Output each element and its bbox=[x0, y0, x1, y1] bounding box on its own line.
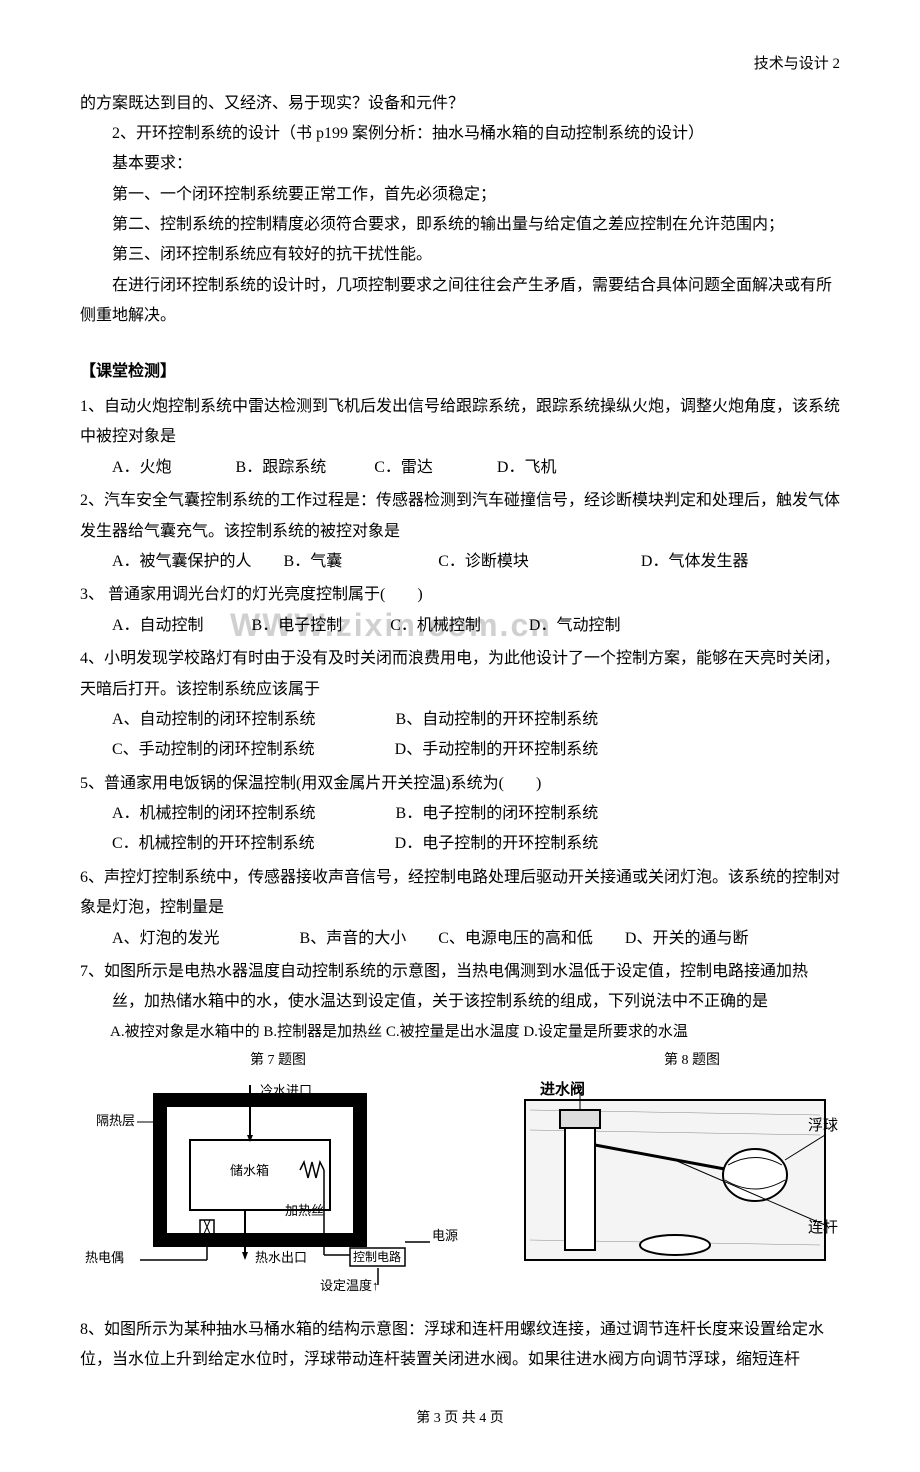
figure-7-water-heater-diagram: 隔热层 冷水进口 储水箱 加热丝 热电偶 热水出口 控制电路 电源 设定温度↑ bbox=[80, 1080, 460, 1300]
q2-stem: 2、汽车安全气囊控制系统的工作过程是：传感器检测到汽车碰撞信号，经诊断模块判定和… bbox=[80, 486, 840, 547]
fig8-label-rod: 连杆 bbox=[808, 1219, 838, 1236]
fig7-label-power: 电源 bbox=[432, 1228, 458, 1243]
q2-options: A．被气囊保护的人 B．气囊 C．诊断模块 D．气体发生器 bbox=[80, 547, 840, 577]
q5-stem: 5、普通家用电饭锅的保温控制(用双金属片开关控温)系统为( ) bbox=[80, 769, 840, 799]
q4-options-row1: A、自动控制的闭环控制系统 B、自动控制的开环控制系统 bbox=[80, 705, 840, 735]
fig7-label-thermocouple: 热电偶 bbox=[85, 1250, 124, 1265]
fig7-label-tank: 储水箱 bbox=[230, 1163, 269, 1178]
q7-stem-line2: 丝，加热储水箱中的水，使水温达到设定值，关于该控制系统的组成，下列说法中不正确的… bbox=[80, 987, 840, 1017]
fig8-caption: 第 8 题图 bbox=[664, 1048, 720, 1075]
q4-stem: 4、小明发现学校路灯有时由于没有及时关闭而浪费用电，为此他设计了一个控制方案，能… bbox=[80, 644, 840, 705]
q8-stem: 8、如图所示为某种抽水马桶水箱的结构示意图：浮球和连杆用螺纹连接，通过调节连杆长… bbox=[80, 1315, 840, 1376]
fig7-label-insulation: 隔热层 bbox=[96, 1113, 135, 1128]
q4-options-row2: C、手动控制的闭环控制系统 D、手动控制的开环控制系统 bbox=[80, 735, 840, 765]
q3-options: A．自动控制 B．电子控制 C．机械控制 D．气动控制 bbox=[80, 611, 840, 641]
intro-p1: 的方案既达到目的、又经济、易于现实？设备和元件？ bbox=[80, 89, 840, 119]
intro-p6: 第三、闭环控制系统应有较好的抗干扰性能。 bbox=[80, 240, 840, 270]
q6-stem: 6、声控灯控制系统中，传感器接收声音信号，经控制电路处理后驱动开关接通或关闭灯泡… bbox=[80, 863, 840, 924]
intro-p2: 2、开环控制系统的设计（书 p199 案例分析：抽水马桶水箱的自动控制系统的设计… bbox=[80, 119, 840, 149]
fig8-label-float-ball: 浮球 bbox=[808, 1117, 838, 1134]
fig7-label-set-temp: 设定温度↑ bbox=[320, 1278, 379, 1293]
page-footer: 第 3 页 共 4 页 bbox=[80, 1406, 840, 1433]
fig7-caption: 第 7 题图 bbox=[250, 1048, 306, 1075]
q3-stem: 3、 普通家用调光台灯的灯光亮度控制属于( ) bbox=[80, 580, 840, 610]
section-title: 【课堂检测】 bbox=[80, 357, 840, 387]
intro-p3: 基本要求： bbox=[80, 149, 840, 179]
q5-options-row2: C．机械控制的开环控制系统 D．电子控制的开环控制系统 bbox=[80, 829, 840, 859]
fig8-label-inlet-valve: 进水阀 bbox=[540, 1080, 585, 1098]
intro-p4: 第一、一个闭环控制系统要正常工作，首先必须稳定； bbox=[80, 180, 840, 210]
q1-stem: 1、自动火炮控制系统中雷达检测到飞机后发出信号给跟踪系统，跟踪系统操纵火炮，调整… bbox=[80, 392, 840, 453]
intro-p7: 在进行闭环控制系统的设计时，几项控制要求之间往往会产生矛盾，需要结合具体问题全面… bbox=[80, 271, 840, 332]
q7-options: A.被控对象是水箱中的 B.控制器是加热丝 C.被控量是出水温度 D.设定量是所… bbox=[80, 1018, 840, 1047]
q1-options: A．火炮 B．跟踪系统 C．雷达 D．飞机 bbox=[80, 453, 840, 483]
fig7-label-heater: 加热丝 bbox=[285, 1203, 324, 1218]
fig7-label-control: 控制电路 bbox=[353, 1249, 401, 1264]
q7-stem-line1: 7、如图所示是电热水器温度自动控制系统的示意图，当热电偶测到水温低于设定值，控制… bbox=[80, 957, 840, 987]
figure-8-toilet-tank-diagram: 进水阀 浮球 连杆 bbox=[510, 1080, 840, 1300]
q5-options-row1: A．机械控制的闭环控制系统 B．电子控制的闭环控制系统 bbox=[80, 799, 840, 829]
page-header-subject: 技术与设计 2 bbox=[80, 50, 840, 79]
q6-options: A、灯泡的发光 B、声音的大小 C、电源电压的高和低 D、开关的通与断 bbox=[80, 924, 840, 954]
fig7-label-hot-out: 热水出口 bbox=[255, 1250, 307, 1265]
intro-p5: 第二、控制系统的控制精度必须符合要求，即系统的输出量与给定值之差应控制在允许范围… bbox=[80, 210, 840, 240]
fig7-label-cold-in: 冷水进口 bbox=[260, 1083, 312, 1098]
